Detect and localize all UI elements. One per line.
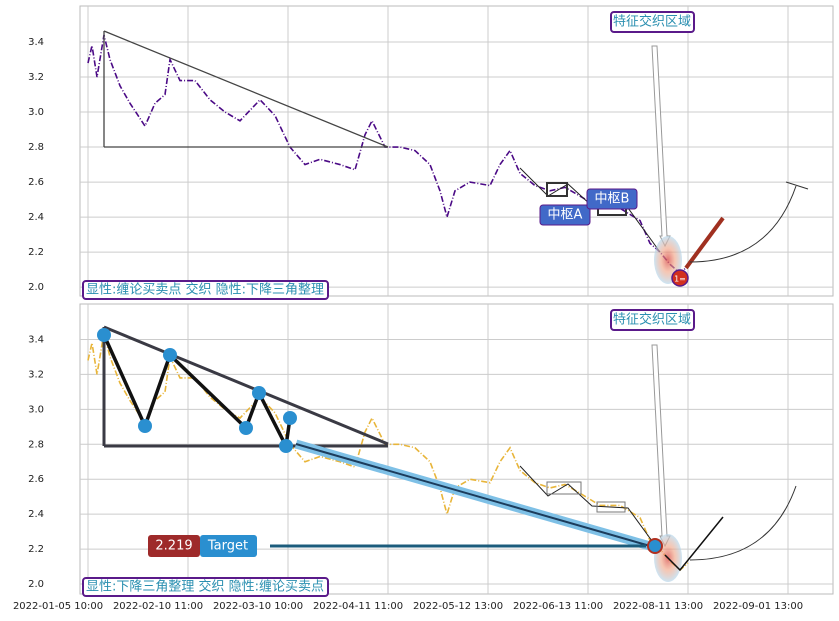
pivots <box>97 328 297 453</box>
target-value: 2.219 <box>155 539 192 554</box>
y-tick-label: 2.4 <box>28 509 44 520</box>
up-line <box>664 516 724 572</box>
x-tick-label: 2022-08-11 13:00 <box>613 601 703 612</box>
x-tick-label: 2022-03-10 10:00 <box>213 601 303 612</box>
y-tick-label: 3.2 <box>28 72 44 83</box>
x-tick-label: 2022-06-13 11:00 <box>513 601 603 612</box>
label-box <box>82 577 329 597</box>
y-tick-label: 2.8 <box>28 142 44 153</box>
top-frame <box>79 5 834 297</box>
zone-label: 特征交织区域 <box>613 14 691 30</box>
value-box <box>148 535 200 557</box>
arrow <box>651 45 671 248</box>
y-tick-label: 3.0 <box>28 107 44 118</box>
curve-cap <box>785 181 809 190</box>
y-tick-label: 2.6 <box>28 474 44 485</box>
target-dot <box>647 538 663 554</box>
label-box <box>610 11 695 33</box>
y-tick-label: 3.4 <box>28 37 44 48</box>
x-tick-label: 2022-01-05 10:00 <box>13 601 103 612</box>
zone-box <box>596 501 626 513</box>
label-box <box>610 309 695 331</box>
zhongshu-b: 中枢B <box>595 192 630 207</box>
x-tick-label: 2022-09-01 13:00 <box>713 601 803 612</box>
y-tick-label: 2.6 <box>28 177 44 188</box>
zone-box <box>546 481 582 495</box>
curve <box>689 185 797 263</box>
triangle <box>102 325 389 448</box>
label-box <box>586 188 638 210</box>
x-tick-label: 2022-05-12 13:00 <box>413 601 503 612</box>
price-line <box>87 34 689 275</box>
stroke-lines <box>519 465 661 553</box>
y-tick-label: 2.2 <box>28 544 44 555</box>
marks: 2.0 2.2 2.4 2.6 2.8 3.0 3.2 3.4 2.0 2.2 2.4 2.6 2.8 3… <box>13 6 833 612</box>
up-line <box>684 216 725 270</box>
label-box <box>82 280 329 300</box>
x-tick-label: 2022-04-11 11:00 <box>313 601 403 612</box>
overlay: 1= 特征交织区域 中枢A 中枢B 显性:缠论买卖点 交织 隐性:下降三角整理 … <box>82 11 809 597</box>
zhongshu-a: 中枢A <box>548 208 583 223</box>
y-tick-label: 2.2 <box>28 247 44 258</box>
x-tick-label: 2022-02-10 11:00 <box>113 601 203 612</box>
y-tick-label: 3.2 <box>28 369 44 380</box>
y-tick-label: 2.0 <box>28 579 44 590</box>
pattern-label: 显性:缠论买卖点 交织 隐性:下降三角整理 <box>86 282 324 298</box>
zone-box <box>546 182 568 197</box>
stroke-lines <box>519 167 661 253</box>
signal-dot <box>671 269 689 287</box>
triangle <box>103 30 389 148</box>
target-box <box>200 535 257 557</box>
signal-label: 1= <box>674 275 686 284</box>
bottom-frame <box>79 303 834 595</box>
target-label: Target <box>207 539 248 554</box>
pattern-label: 显性:下降三角整理 交织 隐性:缠论买卖点 <box>86 579 324 595</box>
arrow <box>651 344 671 548</box>
y-tick-label: 2.4 <box>28 212 44 223</box>
y-tick-label: 2.8 <box>28 439 44 450</box>
zone-label: 特征交织区域 <box>613 312 691 328</box>
y-tick-label: 2.0 <box>28 282 44 293</box>
curve <box>689 485 797 561</box>
y-tick-label: 3.4 <box>28 334 44 345</box>
y-tick-label: 3.0 <box>28 404 44 415</box>
label-box <box>539 204 591 226</box>
target-arrow <box>295 443 651 547</box>
